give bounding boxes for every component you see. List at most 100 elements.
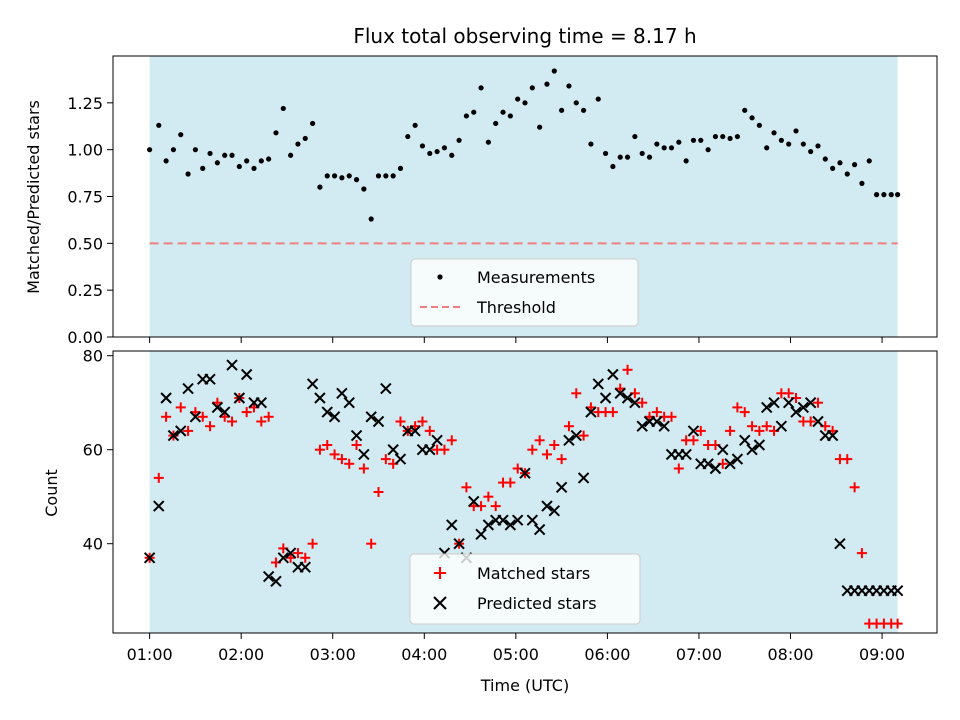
measurement-point bbox=[485, 139, 491, 145]
measurement-point bbox=[588, 141, 594, 147]
measurement-point bbox=[500, 109, 506, 115]
measurement-point bbox=[844, 171, 850, 177]
predicted-star-point bbox=[519, 467, 531, 479]
matched-star-point bbox=[805, 416, 816, 427]
matched-star-point bbox=[314, 444, 325, 455]
matched-star-point bbox=[549, 440, 560, 450]
legend-threshold-label: Threshold bbox=[476, 298, 556, 317]
predicted-star-point bbox=[143, 552, 156, 564]
count-panel: 40 60 80 01:00 02:00 03:00 04:00 05:00 06:00 07:… bbox=[42, 347, 938, 695]
predicted-star-point bbox=[702, 458, 714, 470]
predicted-star-point bbox=[365, 411, 377, 423]
ratio-y-ticks: 0.00 0.25 0.50 0.75 1.00 1.25 bbox=[67, 94, 113, 347]
measurement-point bbox=[295, 141, 301, 147]
measurement-point bbox=[471, 109, 477, 115]
measurement-point bbox=[522, 100, 528, 106]
y-tick-label: 0.75 bbox=[67, 188, 103, 207]
measurement-point bbox=[346, 173, 352, 179]
matched-star-point bbox=[439, 444, 450, 455]
matched-star-point bbox=[747, 421, 758, 432]
predicted-star-point bbox=[760, 401, 773, 414]
measurement-point bbox=[353, 177, 360, 183]
measurement-point bbox=[778, 137, 784, 143]
measurement-point bbox=[331, 173, 338, 179]
measurement-point bbox=[661, 145, 667, 151]
measurement-point bbox=[705, 147, 711, 153]
predicted-star-point bbox=[497, 514, 509, 526]
matched-star-point bbox=[483, 491, 494, 502]
matched-star-point bbox=[637, 397, 648, 408]
matched-star-point bbox=[344, 458, 355, 469]
predicted-star-point bbox=[343, 396, 355, 409]
predicted-star-point bbox=[511, 514, 524, 526]
predicted-star-point bbox=[321, 406, 333, 418]
ratio-x-ticks bbox=[149, 337, 883, 343]
measurement-point bbox=[654, 141, 660, 147]
matched-star-point bbox=[541, 449, 552, 460]
predicted-star-point bbox=[218, 406, 231, 418]
predicted-star-point bbox=[372, 415, 385, 428]
matched-star-point bbox=[761, 421, 772, 432]
predicted-star-point bbox=[687, 425, 700, 437]
predicted-star-point bbox=[504, 519, 517, 531]
y-tick-label: 0.00 bbox=[67, 328, 103, 347]
predicted-star-point bbox=[255, 396, 268, 409]
measurement-point bbox=[573, 100, 579, 106]
predicted-star-point bbox=[614, 387, 626, 400]
predicted-star-point bbox=[548, 505, 561, 517]
predicted-star-point bbox=[182, 382, 194, 395]
measurement-point bbox=[441, 145, 448, 151]
predicted-star-point bbox=[555, 481, 568, 494]
measurement-point bbox=[156, 122, 162, 128]
predicted-star-point bbox=[533, 523, 546, 536]
legend-box bbox=[409, 553, 641, 625]
predicted-star-point bbox=[153, 500, 165, 512]
predicted-star-point bbox=[629, 396, 641, 409]
measurement-point bbox=[317, 184, 323, 190]
y-tick-label: 0.50 bbox=[67, 234, 103, 253]
measurement-point bbox=[207, 150, 213, 157]
count-y-axis-label: Count bbox=[42, 469, 61, 517]
count-x-ticks: 01:00 02:00 03:00 04:00 05:00 06:00 07:00 08:00… bbox=[127, 633, 905, 664]
matched-star-point bbox=[534, 435, 545, 446]
measurement-point bbox=[580, 107, 587, 113]
ratio-y-axis-label: Matched/Predicted stars bbox=[24, 100, 43, 294]
predicted-star-point bbox=[306, 378, 319, 390]
matched-star-point bbox=[322, 440, 333, 450]
predicted-star-point bbox=[599, 392, 612, 404]
matched-star-point bbox=[395, 416, 406, 427]
measurement-point bbox=[727, 135, 733, 142]
measurement-point bbox=[830, 165, 836, 171]
x-tick-label: 07:00 bbox=[676, 645, 722, 664]
x-tick-label: 08:00 bbox=[767, 645, 813, 664]
matched-star-point bbox=[725, 425, 736, 436]
matched-star-point bbox=[490, 501, 501, 512]
measurement-point bbox=[478, 85, 484, 91]
predicted-star-point bbox=[380, 382, 392, 395]
predicted-star-point bbox=[482, 519, 495, 531]
measurement-point bbox=[771, 130, 777, 136]
matched-star-point bbox=[366, 538, 377, 549]
matched-star-point bbox=[849, 482, 860, 493]
matched-star-point bbox=[812, 397, 823, 408]
y-tick-label: 1.00 bbox=[67, 141, 103, 160]
predicted-star-point bbox=[270, 575, 282, 588]
count-y-ticks: 40 60 80 bbox=[83, 347, 113, 554]
measurement-point bbox=[859, 180, 865, 186]
measurement-point bbox=[595, 96, 601, 102]
matched-star-point bbox=[622, 364, 633, 375]
measurement-point bbox=[302, 135, 308, 142]
predicted-star-point bbox=[240, 368, 253, 381]
measurement-point bbox=[405, 133, 411, 140]
measurement-point bbox=[222, 152, 228, 158]
matched-star-point bbox=[307, 538, 318, 549]
predicted-star-point bbox=[775, 420, 788, 432]
matched-star-point bbox=[263, 411, 274, 422]
predicted-star-point bbox=[475, 528, 487, 541]
measurement-point bbox=[147, 147, 153, 153]
measurement-point bbox=[493, 120, 499, 127]
measurement-point bbox=[515, 96, 521, 102]
measurement-point bbox=[683, 158, 689, 164]
measurement-point bbox=[720, 133, 726, 140]
